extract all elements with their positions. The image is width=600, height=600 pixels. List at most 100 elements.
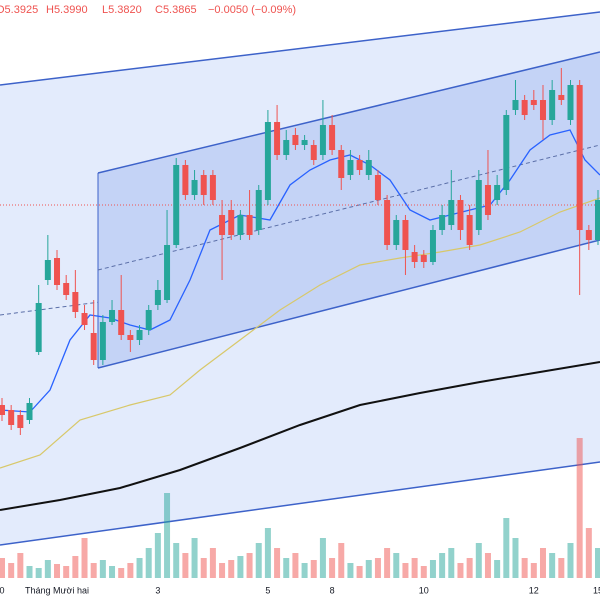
candle-body bbox=[595, 200, 600, 240]
candle-body bbox=[475, 180, 482, 230]
candle-body bbox=[182, 165, 189, 195]
volume-bar bbox=[530, 563, 537, 578]
volume-bar bbox=[72, 556, 79, 578]
volume-bar bbox=[136, 558, 143, 578]
volume-bar bbox=[512, 538, 519, 578]
candle-body bbox=[200, 175, 207, 195]
candle-body bbox=[191, 180, 198, 195]
candle-body bbox=[411, 252, 418, 262]
volume-bar bbox=[319, 538, 326, 578]
header: O5.3925 H5.3990 L5.3820 C5.3865 −0.0050 … bbox=[0, 4, 296, 16]
channel-midline bbox=[97, 144, 600, 271]
candle-body bbox=[292, 135, 299, 145]
volume-bar bbox=[255, 543, 262, 578]
x-tick-label: 12 bbox=[529, 585, 539, 595]
candle-body bbox=[539, 100, 546, 120]
candle-body bbox=[209, 175, 216, 200]
candle-body bbox=[81, 313, 88, 325]
volume-bar bbox=[411, 558, 418, 578]
candle-body bbox=[457, 200, 464, 230]
volume-bar bbox=[228, 560, 235, 578]
volume-bar bbox=[567, 543, 574, 578]
candle-body bbox=[301, 140, 308, 145]
candle-body bbox=[109, 310, 116, 322]
volume-bar bbox=[44, 560, 51, 578]
candle-body bbox=[136, 330, 143, 340]
volume-bar bbox=[209, 548, 216, 578]
candle-body bbox=[145, 310, 152, 330]
volume-bar bbox=[576, 438, 583, 578]
volume-bar bbox=[264, 528, 271, 578]
volume-bar bbox=[63, 566, 70, 578]
volume-bar bbox=[402, 563, 409, 578]
volume-bar bbox=[109, 566, 116, 578]
volume-bar bbox=[466, 558, 473, 578]
candle-body bbox=[310, 145, 317, 160]
candle-body bbox=[329, 125, 336, 150]
volume-bar bbox=[475, 543, 482, 578]
candle-body bbox=[558, 95, 565, 100]
volume-bar bbox=[494, 560, 501, 578]
candle-body bbox=[530, 100, 537, 105]
header-low: L5.3820 bbox=[102, 4, 142, 16]
volume-bar bbox=[182, 553, 189, 578]
volume-bar bbox=[292, 553, 299, 578]
ma-slow bbox=[0, 197, 600, 469]
candle-body bbox=[319, 125, 326, 155]
volume-bar bbox=[54, 564, 61, 578]
volume-bar bbox=[539, 548, 546, 578]
channel-line bbox=[97, 51, 600, 174]
header-open: O5.3925 bbox=[0, 4, 38, 16]
candle-body bbox=[0, 405, 5, 415]
volume-bar bbox=[549, 553, 556, 578]
volume-bar bbox=[154, 533, 161, 578]
volume-bar bbox=[365, 560, 372, 578]
volume-bar bbox=[429, 560, 436, 578]
candle-body bbox=[154, 290, 161, 305]
candle-body bbox=[374, 175, 381, 200]
channel-line bbox=[0, 11, 600, 86]
candle-body bbox=[448, 200, 455, 225]
candle-body bbox=[512, 100, 519, 110]
candle-body bbox=[264, 122, 271, 200]
volume-bar bbox=[99, 560, 106, 578]
x-tick-label: 3 bbox=[155, 585, 160, 595]
volume-bar bbox=[118, 568, 125, 578]
candle-body bbox=[384, 200, 391, 245]
candle-body bbox=[228, 210, 235, 235]
volume-bar bbox=[457, 563, 464, 578]
channel-line bbox=[97, 239, 600, 369]
volume-bar bbox=[145, 548, 152, 578]
x-tick-label: Tháng Mười hai bbox=[25, 585, 89, 595]
volume-bar bbox=[347, 563, 354, 578]
candle-body bbox=[255, 190, 262, 230]
candle-body bbox=[17, 415, 24, 428]
volume-bar bbox=[585, 528, 592, 578]
candle-body bbox=[26, 403, 33, 420]
volume-bar bbox=[200, 558, 207, 578]
volume-bar bbox=[329, 558, 336, 578]
candle-body bbox=[8, 410, 15, 425]
volume-bar bbox=[521, 558, 528, 578]
candle-body bbox=[429, 230, 436, 262]
inner-channel bbox=[98, 52, 600, 368]
volume-bar bbox=[246, 553, 253, 578]
candle-body bbox=[338, 150, 345, 178]
candle-body bbox=[576, 85, 583, 230]
volume-bar bbox=[439, 553, 446, 578]
candle-body bbox=[274, 122, 281, 155]
candle-body bbox=[420, 255, 427, 262]
volume-bar bbox=[503, 518, 510, 578]
volume-bar bbox=[164, 493, 171, 578]
candle-body bbox=[237, 215, 244, 235]
volume-bar bbox=[384, 548, 391, 578]
candle-body bbox=[347, 160, 354, 175]
volume-bar bbox=[219, 563, 226, 578]
candle-body bbox=[439, 215, 446, 230]
volume-bar bbox=[173, 543, 180, 578]
candle-body bbox=[99, 322, 106, 360]
candle-body bbox=[164, 245, 171, 300]
candle-body bbox=[54, 258, 61, 285]
volume-bar bbox=[35, 568, 42, 578]
